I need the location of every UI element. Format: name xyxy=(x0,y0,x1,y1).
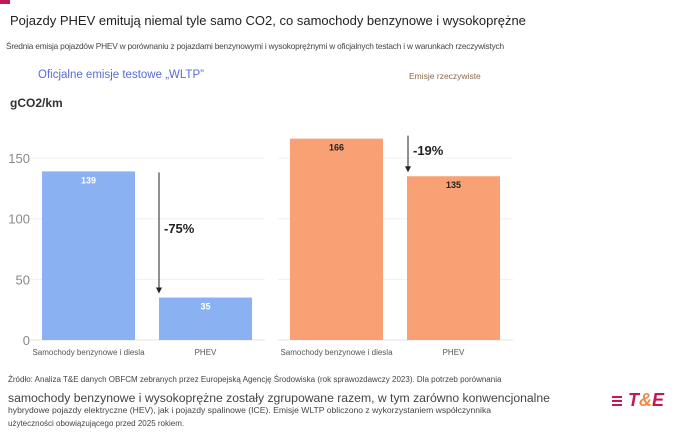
te-logo: T&E xyxy=(612,390,664,411)
panel-title-real: Emisje rzeczywiste xyxy=(409,71,481,81)
chart-subtitle: Średnia emisja pojazdów PHEV w porównani… xyxy=(6,41,504,51)
logo-stripes-icon xyxy=(612,394,622,408)
x-tick-label: PHEV xyxy=(443,348,465,357)
y-tick-label: 0 xyxy=(23,333,30,348)
chart-title: Pojazdy PHEV emitują niemal tyle samo CO… xyxy=(10,13,526,28)
bar xyxy=(290,138,383,340)
data-label: 139 xyxy=(81,175,96,185)
x-tick-label: Samochody benzynowe i diesla xyxy=(280,348,393,357)
data-label: 166 xyxy=(329,143,344,153)
data-label: 35 xyxy=(200,302,210,312)
x-tick-label: PHEV xyxy=(195,348,217,357)
arrow-head-icon xyxy=(156,287,162,294)
panel-title-wltp: Oficjalne emisje testowe „WLTP” xyxy=(38,69,204,81)
y-axis-label: gCO2/km xyxy=(10,96,63,110)
y-tick-label: 150 xyxy=(8,151,30,166)
brand-corner-mark xyxy=(0,0,10,4)
bar xyxy=(407,176,500,340)
bar xyxy=(159,297,252,340)
source-note-line-1: Źródło: Analiza T&E danych OBFCM zebrany… xyxy=(8,375,502,384)
source-note-line-4: użyteczności obowiązującego przed 2025 r… xyxy=(8,419,185,428)
data-label: 135 xyxy=(446,180,461,190)
y-tick-label: 50 xyxy=(16,272,30,287)
bar xyxy=(42,171,135,340)
y-tick-label: 100 xyxy=(8,212,30,227)
source-note-line-3: hybrydowe pojazdy elektryczne (HEV), jak… xyxy=(8,405,492,415)
x-tick-label: Samochody benzynowe i diesla xyxy=(32,348,145,357)
source-note-line-2: samochody benzynowe i wysokoprężne zosta… xyxy=(8,391,550,405)
reduction-annotation: -19% xyxy=(413,143,444,158)
reduction-annotation: -75% xyxy=(164,221,195,236)
arrow-head-icon xyxy=(405,166,411,173)
